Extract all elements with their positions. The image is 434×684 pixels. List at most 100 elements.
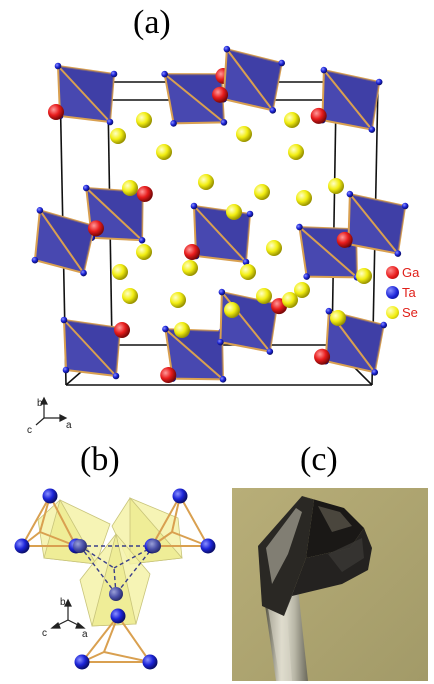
ta-tetrahedron — [31, 207, 104, 277]
ga-atom — [314, 348, 331, 365]
ta-atom — [82, 184, 90, 192]
ta-atom — [161, 70, 168, 78]
se-atom — [110, 128, 126, 144]
ga-atom — [136, 185, 153, 202]
ta-tetrahedron — [161, 67, 232, 127]
ta-atom — [269, 107, 277, 114]
ta-atom — [220, 119, 228, 126]
ga-atom — [160, 367, 177, 384]
se-atom — [282, 292, 298, 308]
ta-atom — [162, 325, 169, 333]
ga-atom — [310, 107, 327, 124]
panel-label-a: (a) — [133, 4, 171, 41]
panel-label-b: (b) — [80, 441, 120, 478]
ta-tetrahedron — [60, 316, 130, 380]
legend-item-se: Se — [386, 302, 419, 322]
ta-tetrahedron — [160, 325, 227, 384]
se-atom — [224, 302, 240, 318]
ta-tetrahedron — [314, 307, 388, 376]
ta-atom — [303, 273, 310, 280]
ga-atom — [114, 322, 130, 338]
ta4-cluster-diagram: b c a — [14, 488, 216, 670]
se-atom — [240, 264, 256, 280]
ta-atom — [371, 369, 379, 376]
se-atoms — [110, 112, 372, 338]
crystal-photograph — [232, 488, 428, 681]
ta-atom — [325, 307, 333, 315]
se-atom — [284, 112, 300, 128]
ta-tetrahedron — [184, 202, 254, 266]
legend-item-ga: Ga — [386, 262, 419, 282]
ta-atom — [170, 120, 177, 127]
ta-atom-inner — [109, 587, 123, 601]
ta-atom — [138, 236, 146, 244]
ta-tetrahedron — [48, 62, 118, 126]
ta-tetrahedron — [82, 184, 153, 244]
ta-atom — [110, 608, 126, 624]
ta-tetrahedron — [212, 45, 286, 114]
ta-atom — [346, 190, 354, 198]
ta-atom — [401, 202, 409, 210]
ta-atom — [375, 78, 383, 86]
ga-atom — [48, 104, 64, 120]
panel-label-c: (c) — [300, 441, 338, 478]
ta-atom — [394, 250, 402, 257]
ta-atom — [223, 45, 231, 53]
axis-label-c-cluster: c — [42, 628, 47, 639]
ta-atom — [218, 288, 226, 296]
ta-atom — [54, 62, 62, 70]
se-atom — [330, 310, 346, 326]
axis-label-b-cluster: b — [60, 597, 66, 608]
ta-atom — [62, 366, 70, 374]
ta-atom — [74, 654, 90, 670]
ta-atom — [80, 269, 87, 277]
axis-indicator-b — [50, 598, 86, 629]
ta-atom — [190, 202, 198, 210]
se-atom — [296, 190, 312, 206]
ga-atom — [336, 231, 353, 248]
ta-atom — [266, 348, 274, 355]
legend-item-ta: Ta — [386, 282, 419, 302]
se-atom — [182, 260, 198, 276]
se-atom — [136, 244, 152, 260]
axis-label-a-cluster: a — [82, 629, 88, 640]
ga-atom — [212, 86, 229, 103]
ta-atom — [112, 372, 120, 380]
se-atom — [198, 174, 214, 190]
se-atom — [136, 112, 152, 128]
se-atom — [254, 184, 270, 200]
cluster-ta-atoms — [14, 488, 216, 670]
ga-atom — [184, 244, 200, 260]
axis-label-c: c — [27, 425, 32, 436]
ta-atom — [278, 59, 286, 67]
ta-atom — [380, 321, 388, 329]
ta-atom — [368, 126, 376, 133]
se-atom — [122, 180, 138, 196]
ta-atom — [106, 118, 114, 126]
ta-atom — [242, 258, 250, 266]
ta-atom — [110, 70, 118, 78]
se-atom — [266, 240, 282, 256]
se-atom — [156, 144, 172, 160]
se-atom — [236, 126, 252, 142]
se-atom — [288, 144, 304, 160]
ta-atom — [219, 376, 227, 383]
ta-atom — [217, 338, 224, 346]
tetrahedra — [31, 45, 409, 384]
se-atom — [356, 268, 372, 284]
se-atom — [256, 288, 272, 304]
ta-atom-icon — [386, 285, 399, 299]
ta-atom — [36, 207, 44, 214]
se-atom — [112, 264, 128, 280]
axis-label-a: a — [66, 420, 72, 431]
ta-atom-inner — [147, 539, 161, 553]
ta-atom — [296, 223, 303, 231]
axis-label-b: b — [37, 398, 43, 409]
ta-atom — [200, 538, 216, 554]
se-atom — [174, 322, 190, 338]
se-atom — [170, 292, 186, 308]
legend: Ga Ta Se — [386, 262, 419, 322]
ta-atom — [42, 488, 58, 504]
ta-tetrahedron — [310, 66, 383, 133]
ta-atom — [14, 538, 30, 554]
